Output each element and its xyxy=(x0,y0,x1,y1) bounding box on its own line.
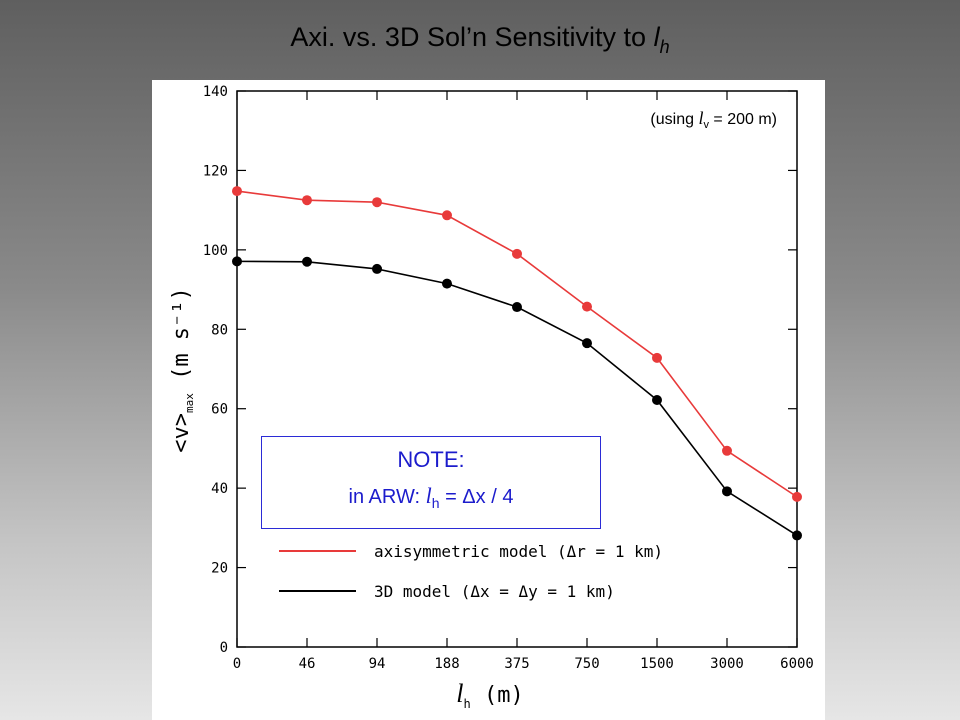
note-body: in ARW: lh = Δx / 4 xyxy=(262,483,600,511)
slide-title-text: Axi. vs. 3D Sol’n Sensitivity to xyxy=(290,22,654,52)
x-axis-title-units: (m) xyxy=(471,683,524,708)
y-axis-title-subscript: max xyxy=(183,393,196,413)
y-tick-label: 140 xyxy=(203,84,228,100)
note-letter: l xyxy=(425,483,432,508)
annotation-letter: l xyxy=(698,108,704,128)
series-0-point xyxy=(722,445,732,456)
series-1-point xyxy=(582,338,592,349)
x-axis-title-letter: l xyxy=(456,679,463,708)
note-title: NOTE: xyxy=(397,447,465,472)
x-tick-label: 375 xyxy=(504,656,529,672)
axis-ticks: 0 20 40 60 80 100 120 140 0 46 94 188 375 750 1500 3000… xyxy=(203,84,814,672)
slide-title: Axi. vs. 3D Sol’n Sensitivity to lh xyxy=(0,22,960,58)
series-0-point xyxy=(582,301,592,312)
y-tick-label: 0 xyxy=(220,640,228,656)
y-axis-title-units: (m s⁻¹) xyxy=(169,287,194,393)
series-0-point xyxy=(232,186,242,197)
series-1-point xyxy=(652,394,662,405)
x-tick-label: 188 xyxy=(434,656,459,672)
series-1-point xyxy=(442,278,452,289)
x-tick-label: 3000 xyxy=(710,656,744,672)
y-axis-title-main: <v> xyxy=(169,413,194,453)
chart-panel: 0 20 40 60 80 100 120 140 0 46 94 188 375 750 1500 3000… xyxy=(152,80,825,720)
series-1-point xyxy=(512,302,522,313)
x-tick-label: 46 xyxy=(299,656,316,672)
series-0-point xyxy=(442,210,452,221)
y-tick-label: 80 xyxy=(211,322,228,338)
y-tick-label: 120 xyxy=(203,163,228,179)
annotation-prefix: (using xyxy=(650,111,699,128)
x-tick-label: 94 xyxy=(369,656,386,672)
series-1-point xyxy=(792,530,802,541)
series-0-point xyxy=(302,195,312,206)
note-box: NOTE: in ARW: lh = Δx / 4 xyxy=(261,436,601,529)
y-tick-label: 100 xyxy=(203,243,228,259)
y-tick-label: 20 xyxy=(211,561,228,577)
series-0-point xyxy=(512,248,522,259)
legend-label-0: axisymmetric model (Δr = 1 km) xyxy=(374,542,663,561)
y-axis-title: <v>max (m s⁻¹) xyxy=(169,287,196,453)
x-tick-label: 1500 xyxy=(640,656,674,672)
note-subscript: h xyxy=(431,495,440,511)
series-1-point xyxy=(302,256,312,267)
x-axis-title: lh (m) xyxy=(456,679,523,711)
x-tick-label: 750 xyxy=(574,656,599,672)
series-0-point xyxy=(372,197,382,208)
x-axis-title-subscript: h xyxy=(464,697,471,711)
legend: axisymmetric model (Δr = 1 km) 3D model (… xyxy=(279,542,663,601)
note-prefix: in ARW: xyxy=(348,486,426,508)
series-0-point xyxy=(792,491,802,502)
parameter-annotation: (using lv = 200 m) xyxy=(650,108,777,131)
series-layer xyxy=(232,186,802,541)
x-tick-label: 6000 xyxy=(780,656,814,672)
series-1-point xyxy=(372,263,382,274)
series-0-point xyxy=(652,352,662,363)
annotation-suffix: = 200 m) xyxy=(708,111,777,128)
line-chart: 0 20 40 60 80 100 120 140 0 46 94 188 375 750 1500 3000… xyxy=(169,84,814,711)
note-suffix: = Δx / 4 xyxy=(439,486,514,508)
slide-title-subscript: h xyxy=(659,37,670,57)
plot-frame xyxy=(236,90,798,648)
x-tick-label: 0 xyxy=(233,656,241,672)
series-1-point xyxy=(232,256,242,267)
legend-label-1: 3D model (Δx = Δy = 1 km) xyxy=(374,582,615,601)
series-1-point xyxy=(722,486,732,497)
y-tick-label: 40 xyxy=(211,481,228,497)
slide-title-letter: l xyxy=(653,22,660,52)
annotation-subscript: v xyxy=(703,119,709,132)
y-tick-label: 60 xyxy=(211,402,228,418)
